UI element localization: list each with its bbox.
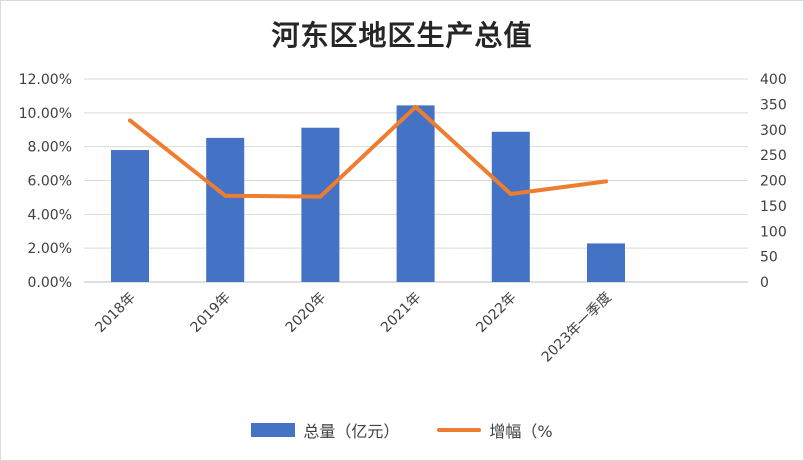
- chart-title: 河东区地区生产总值: [271, 19, 533, 52]
- left-tick-label: 0.00%: [28, 275, 72, 291]
- line-point[interactable]: [413, 104, 418, 109]
- line-point[interactable]: [318, 194, 323, 199]
- line-point[interactable]: [223, 193, 228, 198]
- bar[interactable]: [111, 150, 149, 282]
- right-tick-label: 100: [760, 224, 787, 240]
- legend-label-growth: 增幅（%: [489, 422, 553, 441]
- line-point[interactable]: [604, 179, 608, 184]
- category-label: 2018年: [92, 290, 138, 336]
- category-labels: 2018年 2019年 2020年 2021年 2022年 2023年一季度: [92, 290, 614, 366]
- bar[interactable]: [301, 127, 340, 282]
- left-tick-label: 6.00%: [28, 174, 72, 190]
- line-point[interactable]: [128, 118, 132, 123]
- legend-swatch-line: [437, 428, 482, 432]
- left-tick-label: 12.00%: [19, 72, 72, 88]
- right-tick-label: 350: [760, 97, 787, 113]
- legend-label-total: 总量（亿元）: [303, 422, 400, 441]
- legend-item-total[interactable]: 总量（亿元）: [251, 418, 399, 442]
- left-tick-label: 4.00%: [28, 207, 72, 223]
- legend: 总量（亿元） 增幅（%: [0, 418, 804, 442]
- bar[interactable]: [491, 131, 530, 282]
- bar[interactable]: [587, 243, 625, 282]
- right-tick-label: 200: [760, 174, 787, 190]
- line-series: [128, 104, 608, 199]
- growth-line[interactable]: [128, 104, 608, 199]
- right-tick-label: 400: [760, 72, 787, 88]
- category-label: 2021年: [378, 290, 424, 336]
- bar-series: [111, 105, 625, 282]
- legend-swatch-bar: [251, 423, 296, 437]
- bar[interactable]: [206, 137, 245, 282]
- right-axis-ticks: 0 50 100 150 200 250 300 350 400: [760, 72, 787, 291]
- line-point[interactable]: [508, 192, 513, 197]
- right-tick-label: 50: [760, 250, 778, 266]
- category-label: 2020年: [283, 290, 329, 336]
- right-tick-label: 0: [760, 275, 769, 291]
- right-tick-label: 300: [760, 123, 787, 139]
- bar[interactable]: [396, 105, 435, 282]
- legend-item-growth[interactable]: 增幅（%: [437, 418, 553, 442]
- category-label: 2023年一季度: [539, 290, 615, 366]
- right-tick-label: 150: [760, 199, 787, 215]
- left-tick-label: 2.00%: [28, 241, 72, 257]
- category-label: 2022年: [473, 290, 519, 336]
- category-label: 2019年: [188, 290, 234, 336]
- right-tick-label: 250: [760, 148, 787, 164]
- left-axis-ticks: 0.00% 2.00% 4.00% 6.00% 8.00% 10.00% 12.00%: [19, 72, 72, 291]
- left-tick-label: 10.00%: [19, 106, 72, 122]
- left-tick-label: 8.00%: [28, 140, 72, 156]
